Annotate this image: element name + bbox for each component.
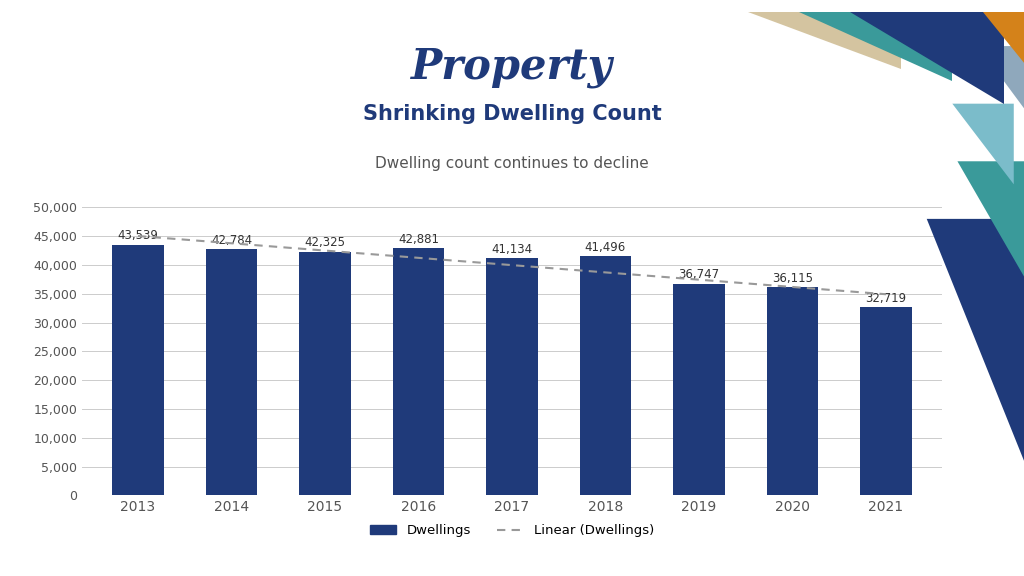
Text: Property: Property: [411, 46, 613, 88]
Text: 32,719: 32,719: [865, 291, 906, 305]
Text: 43,539: 43,539: [118, 229, 159, 242]
Text: 42,325: 42,325: [304, 236, 345, 249]
Text: 36,747: 36,747: [679, 268, 720, 282]
Bar: [860, 307, 911, 495]
Bar: [580, 256, 631, 495]
Bar: [206, 249, 257, 495]
Text: 36,115: 36,115: [772, 272, 813, 285]
Text: 42,881: 42,881: [398, 233, 439, 246]
Text: 41,496: 41,496: [585, 241, 626, 254]
Bar: [767, 287, 818, 495]
Bar: [299, 252, 350, 495]
Text: Shrinking Dwelling Count: Shrinking Dwelling Count: [362, 104, 662, 124]
Bar: [113, 245, 164, 495]
Bar: [674, 284, 725, 495]
Bar: [486, 259, 538, 495]
Text: 42,784: 42,784: [211, 234, 252, 247]
Text: Dwelling count continues to decline: Dwelling count continues to decline: [375, 156, 649, 170]
Text: 41,134: 41,134: [492, 243, 532, 256]
Bar: [393, 248, 444, 495]
Legend: Dwellings, Linear (Dwellings): Dwellings, Linear (Dwellings): [365, 519, 659, 543]
